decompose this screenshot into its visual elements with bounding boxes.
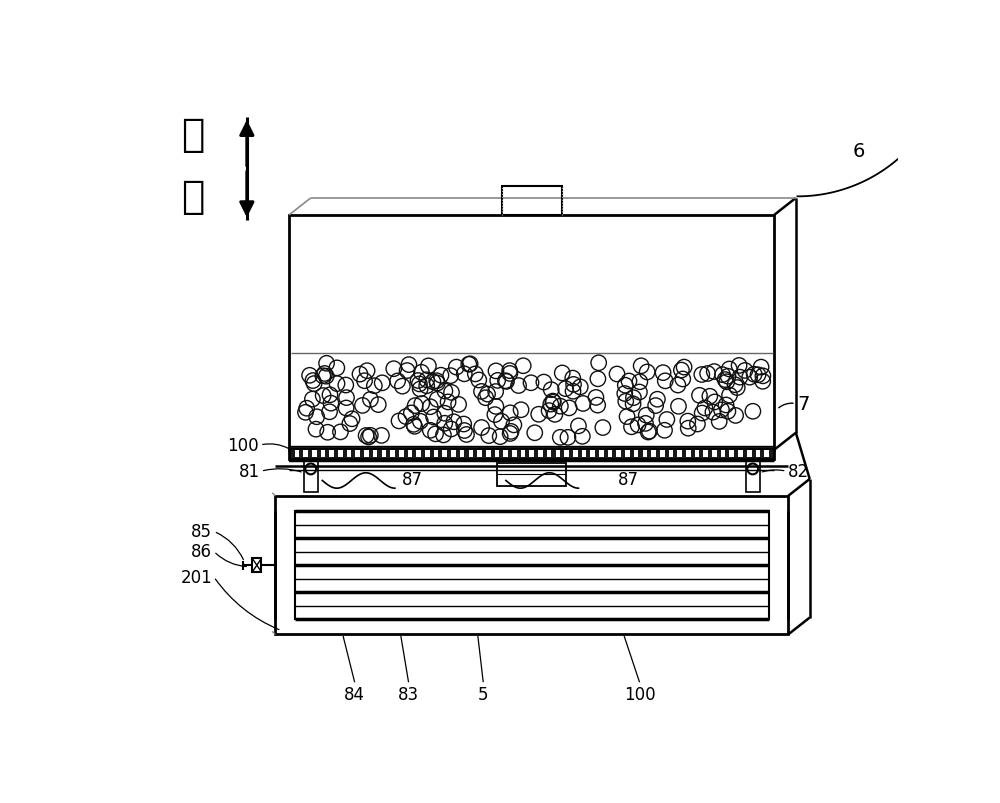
Text: 7: 7 bbox=[797, 394, 810, 414]
Bar bbox=[399, 450, 404, 458]
Text: 201: 201 bbox=[180, 568, 212, 586]
Text: 83: 83 bbox=[398, 685, 419, 703]
Bar bbox=[289, 449, 774, 459]
Bar bbox=[738, 450, 743, 458]
Bar bbox=[303, 450, 308, 458]
Bar bbox=[634, 450, 638, 458]
Text: 上: 上 bbox=[181, 116, 205, 154]
Bar bbox=[416, 450, 421, 458]
Bar bbox=[547, 450, 551, 458]
Bar bbox=[590, 450, 595, 458]
Bar bbox=[382, 450, 386, 458]
Bar bbox=[347, 450, 351, 458]
Bar bbox=[608, 450, 612, 458]
Bar bbox=[695, 450, 699, 458]
Bar bbox=[477, 450, 482, 458]
Bar bbox=[355, 450, 360, 458]
Bar bbox=[304, 462, 318, 492]
Text: 100: 100 bbox=[227, 437, 258, 454]
Bar bbox=[747, 450, 752, 458]
Bar bbox=[451, 450, 456, 458]
Bar bbox=[390, 450, 395, 458]
Bar bbox=[599, 450, 604, 458]
Text: 84: 84 bbox=[344, 685, 365, 703]
Bar bbox=[460, 450, 464, 458]
Bar bbox=[295, 512, 769, 619]
Bar bbox=[529, 450, 534, 458]
Bar bbox=[252, 559, 261, 573]
Bar bbox=[512, 450, 517, 458]
Text: 100: 100 bbox=[624, 685, 655, 703]
Bar bbox=[712, 450, 717, 458]
Text: 82: 82 bbox=[788, 463, 809, 481]
Text: 81: 81 bbox=[239, 463, 260, 481]
Bar bbox=[660, 450, 665, 458]
Bar bbox=[564, 450, 569, 458]
Bar bbox=[582, 450, 586, 458]
Text: 86: 86 bbox=[191, 543, 212, 560]
Bar bbox=[756, 450, 760, 458]
Bar bbox=[703, 450, 708, 458]
Text: 85: 85 bbox=[191, 523, 212, 540]
Bar bbox=[329, 450, 334, 458]
Bar bbox=[425, 450, 430, 458]
Text: 5: 5 bbox=[478, 685, 488, 703]
Text: 87: 87 bbox=[618, 471, 639, 488]
Bar bbox=[469, 450, 473, 458]
Bar bbox=[746, 462, 760, 492]
Bar bbox=[434, 450, 438, 458]
Bar bbox=[502, 186, 562, 215]
Bar bbox=[616, 450, 621, 458]
Bar bbox=[651, 450, 656, 458]
Bar bbox=[275, 496, 788, 634]
Bar bbox=[625, 450, 630, 458]
Bar bbox=[556, 450, 560, 458]
Bar bbox=[497, 463, 566, 487]
Bar bbox=[373, 450, 377, 458]
Bar bbox=[521, 450, 525, 458]
Bar bbox=[408, 450, 412, 458]
Bar bbox=[486, 450, 491, 458]
Bar bbox=[338, 450, 343, 458]
Bar bbox=[289, 215, 774, 450]
Text: 87: 87 bbox=[402, 471, 423, 488]
Bar bbox=[442, 450, 447, 458]
Bar bbox=[573, 450, 578, 458]
Bar bbox=[295, 450, 299, 458]
Bar bbox=[321, 450, 325, 458]
Bar bbox=[538, 450, 543, 458]
Bar bbox=[495, 450, 499, 458]
Bar bbox=[312, 450, 317, 458]
Bar bbox=[669, 450, 673, 458]
Bar bbox=[721, 450, 725, 458]
Bar bbox=[643, 450, 647, 458]
Bar bbox=[729, 450, 734, 458]
Bar bbox=[677, 450, 682, 458]
Text: 下: 下 bbox=[181, 177, 205, 215]
Text: 6: 6 bbox=[853, 142, 865, 161]
Bar bbox=[364, 450, 369, 458]
Bar bbox=[686, 450, 691, 458]
Bar bbox=[764, 450, 769, 458]
Bar bbox=[503, 450, 508, 458]
